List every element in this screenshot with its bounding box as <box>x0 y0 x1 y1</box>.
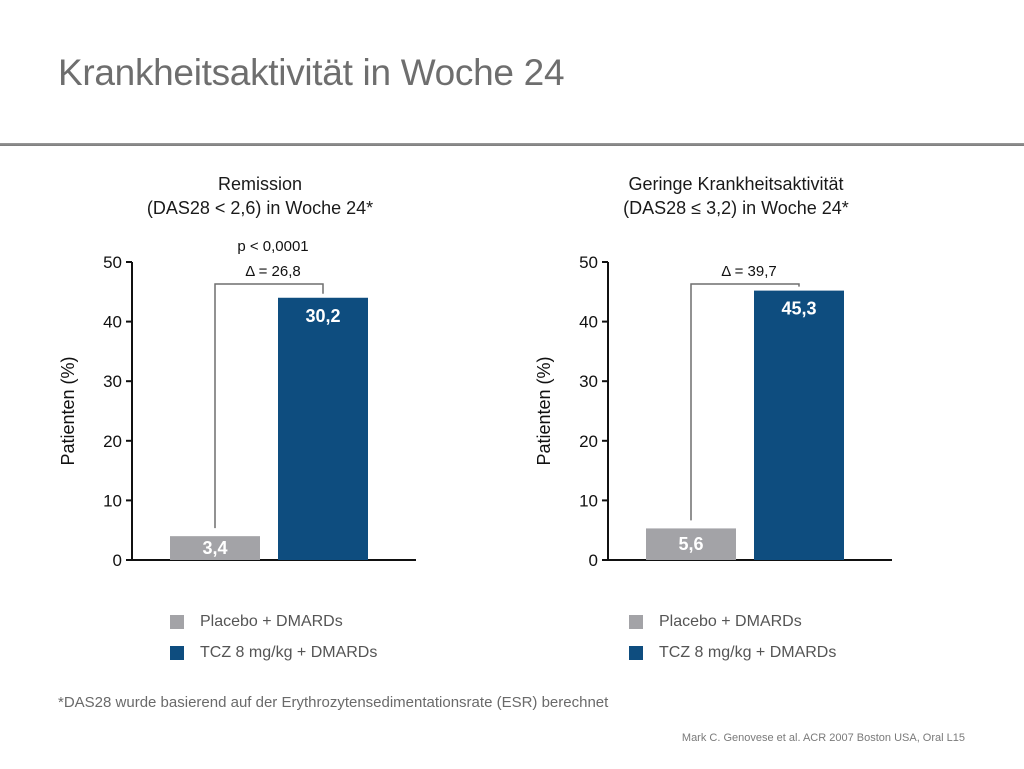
chart-low-disease-activity: Geringe Krankheitsaktivität (DAS28 ≤ 3,2… <box>526 160 946 600</box>
annotation-line: Δ = 39,7 <box>721 263 776 280</box>
title-divider <box>0 143 1024 146</box>
y-tick-label: 50 <box>579 253 598 272</box>
y-tick-label: 30 <box>579 372 598 391</box>
footnote: *DAS28 wurde basierend auf der Erythrozy… <box>58 694 609 711</box>
data-label-placebo: 3,4 <box>202 538 227 558</box>
bar-placebo <box>170 536 260 560</box>
source-citation: Mark C. Genovese et al. ACR 2007 Boston … <box>681 732 965 744</box>
bar-tcz <box>754 290 844 560</box>
legend-item-tcz: TCZ 8 mg/kg + DMARDs <box>170 637 377 668</box>
bar-tcz <box>278 297 368 560</box>
chart-remission: Remission (DAS28 < 2,6) in Woche 24* 0 10… <box>50 160 470 600</box>
y-tick-label: 30 <box>103 372 122 391</box>
significance-bracket <box>690 283 800 521</box>
y-tick-label: 40 <box>579 313 598 332</box>
legend-item-placebo: Placebo + DMARDs <box>629 606 836 637</box>
y-tick-label: 50 <box>103 253 122 272</box>
legend-item-tcz: TCZ 8 mg/kg + DMARDs <box>629 637 836 668</box>
data-label-tcz: 45,3 <box>781 299 816 319</box>
chart-title-line-2: (DAS28 < 2,6) in Woche 24* <box>146 198 374 218</box>
significance-bracket <box>214 283 324 529</box>
slide-title: Krankheitsaktivität in Woche 24 <box>58 52 565 93</box>
legend-label-tcz: TCZ 8 mg/kg + DMARDs <box>200 643 378 661</box>
chart-plot: 0 10 20 30 40 50 Patienten (%) 3,4 30,2 p < 0,000… <box>58 238 416 570</box>
legend-label-placebo: Placebo + DMARDs <box>659 612 802 630</box>
legend-swatch-tcz <box>170 645 184 660</box>
chart-title-line-2: (DAS28 ≤ 3,2) in Woche 24* <box>623 198 849 218</box>
y-tick-label: 0 <box>589 551 598 570</box>
chart-title-line-1: Remission <box>217 174 303 194</box>
data-label-tcz: 30,2 <box>305 306 340 326</box>
bar-placebo <box>646 528 736 560</box>
data-label-placebo: 5,6 <box>678 534 703 554</box>
chart-plot: 0 10 20 30 40 50 Patienten (%) 5,6 45,3 Δ = 39,7 <box>534 253 892 570</box>
legend-swatch-tcz <box>629 645 643 660</box>
y-tick-label: 10 <box>103 491 122 510</box>
chart-title: Remission (DAS28 < 2,6) in Woche 24* <box>50 172 470 220</box>
legend-swatch-placebo <box>170 614 184 629</box>
annotation-line: p < 0,0001 <box>237 238 308 255</box>
y-tick-label: 10 <box>579 491 598 510</box>
chart-title-line-1: Geringe Krankheitsaktivität <box>628 174 844 194</box>
legend-item-placebo: Placebo + DMARDs <box>170 606 377 637</box>
chart-title: Geringe Krankheitsaktivität (DAS28 ≤ 3,2… <box>526 172 946 220</box>
y-tick-label: 20 <box>579 432 598 451</box>
legend-swatch-placebo <box>629 614 643 629</box>
legend-label-placebo: Placebo + DMARDs <box>200 612 343 630</box>
y-tick-label: 0 <box>113 551 122 570</box>
legend-label-tcz: TCZ 8 mg/kg + DMARDs <box>659 643 837 661</box>
y-tick-label: 40 <box>103 313 122 332</box>
y-axis-label: Patienten (%) <box>58 356 78 465</box>
legend-right: Placebo + DMARDs TCZ 8 mg/kg + DMARDs <box>629 606 836 668</box>
y-axis-label: Patienten (%) <box>534 356 554 465</box>
legend-left: Placebo + DMARDs TCZ 8 mg/kg + DMARDs <box>170 606 377 668</box>
annotation-line: Δ = 26,8 <box>245 263 300 280</box>
y-tick-label: 20 <box>103 432 122 451</box>
